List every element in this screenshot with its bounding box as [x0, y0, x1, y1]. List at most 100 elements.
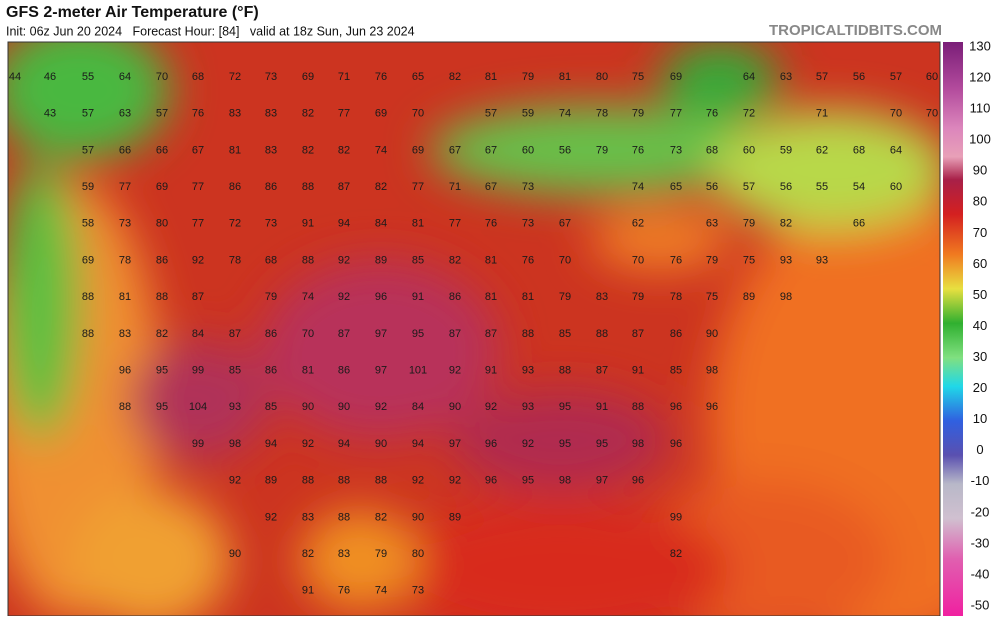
temperature-label: 85 — [412, 254, 424, 266]
temperature-label: 76 — [522, 254, 534, 266]
temperature-label: 71 — [816, 108, 828, 120]
temperature-label: 101 — [409, 365, 427, 377]
temperature-label: 62 — [816, 144, 828, 156]
temperature-label: 97 — [375, 365, 387, 377]
temperature-label: 93 — [780, 254, 792, 266]
temperature-label: 64 — [743, 71, 755, 83]
temperature-label: 57 — [890, 71, 902, 83]
temperature-label: 82 — [338, 144, 350, 156]
temperature-label: 72 — [743, 108, 755, 120]
map-background — [8, 42, 940, 616]
temperature-label: 99 — [192, 365, 204, 377]
temperature-label: 98 — [706, 365, 718, 377]
temperature-label: 69 — [412, 144, 424, 156]
temperature-label: 98 — [229, 438, 241, 450]
temperature-label: 92 — [229, 475, 241, 487]
temperature-label: 81 — [412, 218, 424, 230]
temperature-label: 98 — [780, 291, 792, 303]
temperature-label: 79 — [632, 108, 644, 120]
temperature-label: 93 — [522, 365, 534, 377]
temperature-label: 95 — [156, 401, 168, 413]
temperature-label: 67 — [449, 144, 461, 156]
temperature-label: 88 — [156, 291, 168, 303]
temperature-label: 96 — [670, 438, 682, 450]
temperature-label: 79 — [265, 291, 277, 303]
temperature-label: 73 — [119, 218, 131, 230]
temperature-label: 69 — [375, 108, 387, 120]
temperature-label: 68 — [706, 144, 718, 156]
temperature-label: 93 — [816, 254, 828, 266]
temperature-label: 56 — [780, 181, 792, 193]
temperature-label: 92 — [449, 365, 461, 377]
temperature-label: 55 — [82, 71, 94, 83]
temperature-label: 96 — [485, 475, 497, 487]
temperature-label: 73 — [265, 218, 277, 230]
temperature-label: 88 — [302, 475, 314, 487]
temperature-label: 56 — [853, 71, 865, 83]
temperature-label: 70 — [412, 108, 424, 120]
temperature-label: 89 — [449, 511, 461, 523]
temperature-label: 73 — [522, 218, 534, 230]
temperature-label: 73 — [522, 181, 534, 193]
temperature-label: 60 — [926, 71, 938, 83]
temperature-label: 91 — [302, 218, 314, 230]
temperature-label: 89 — [375, 254, 387, 266]
temperature-label: 90 — [302, 401, 314, 413]
temperature-label: 77 — [670, 108, 682, 120]
temperature-label: 60 — [743, 144, 755, 156]
temperature-label: 54 — [853, 181, 865, 193]
temperature-label: 64 — [119, 71, 131, 83]
temperature-label: 57 — [816, 71, 828, 83]
temperature-label: 83 — [265, 144, 277, 156]
temperature-label: 57 — [156, 108, 168, 120]
temperature-label: 82 — [302, 548, 314, 560]
temperature-label: 72 — [229, 218, 241, 230]
temperature-label: 98 — [559, 475, 571, 487]
temperature-label: 92 — [449, 475, 461, 487]
temperature-label: 65 — [412, 71, 424, 83]
temperature-label: 74 — [375, 144, 387, 156]
temperature-label: 82 — [375, 511, 387, 523]
temperature-label: 81 — [302, 365, 314, 377]
temperature-label: 79 — [522, 71, 534, 83]
temperature-label: 70 — [559, 254, 571, 266]
temperature-label: 75 — [706, 291, 718, 303]
temperature-label: 74 — [375, 585, 387, 597]
colorbar-label: 90 — [973, 163, 987, 178]
temperature-label: 95 — [522, 475, 534, 487]
temperature-label: 87 — [485, 328, 497, 340]
temperature-label: 82 — [449, 254, 461, 266]
temperature-label: 76 — [192, 108, 204, 120]
temperature-label: 78 — [670, 291, 682, 303]
temperature-label: 87 — [449, 328, 461, 340]
temperature-label: 91 — [412, 291, 424, 303]
temperature-label: 86 — [449, 291, 461, 303]
temperature-label: 86 — [156, 254, 168, 266]
temperature-label: 71 — [449, 181, 461, 193]
temperature-label: 95 — [559, 438, 571, 450]
temperature-label: 94 — [265, 438, 277, 450]
temperature-label: 92 — [338, 291, 350, 303]
temperature-label: 87 — [338, 181, 350, 193]
temperature-label: 88 — [338, 475, 350, 487]
temperature-label: 80 — [412, 548, 424, 560]
temperature-label: 71 — [338, 71, 350, 83]
colorbar-label: -50 — [971, 597, 990, 612]
temperature-label: 85 — [265, 401, 277, 413]
temperature-label: 88 — [82, 328, 94, 340]
temperature-label: 62 — [632, 218, 644, 230]
temperature-label: 68 — [192, 71, 204, 83]
temperature-label: 91 — [632, 365, 644, 377]
temperature-label: 76 — [485, 218, 497, 230]
temperature-label: 90 — [375, 438, 387, 450]
temperature-label: 57 — [743, 181, 755, 193]
temperature-label: 68 — [265, 254, 277, 266]
temperature-label: 83 — [338, 548, 350, 560]
temperature-label: 77 — [338, 108, 350, 120]
temperature-label: 81 — [119, 291, 131, 303]
temperature-label: 79 — [375, 548, 387, 560]
temperature-label: 74 — [302, 291, 314, 303]
colorbar-label: 50 — [973, 287, 987, 302]
